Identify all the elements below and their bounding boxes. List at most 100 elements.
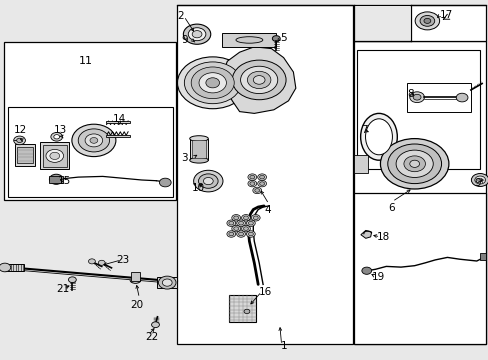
Circle shape [191, 67, 234, 99]
Text: 5: 5 [279, 33, 286, 43]
Text: 12: 12 [14, 125, 27, 135]
Circle shape [249, 182, 254, 185]
Text: 3: 3 [181, 153, 188, 163]
Circle shape [380, 139, 448, 189]
Circle shape [419, 15, 434, 26]
Text: 1: 1 [281, 341, 287, 351]
Text: 9: 9 [473, 177, 480, 188]
Text: 16: 16 [259, 287, 272, 297]
Circle shape [151, 322, 159, 328]
Ellipse shape [365, 119, 391, 155]
Circle shape [238, 232, 243, 236]
Bar [407, 83, 470, 112]
Bar [353, 193, 485, 344]
Circle shape [414, 12, 439, 30]
Bar [40, 142, 69, 169]
Circle shape [162, 279, 172, 286]
Bar [222, 33, 276, 47]
Circle shape [395, 150, 432, 177]
Circle shape [477, 178, 482, 182]
Circle shape [88, 259, 95, 264]
Bar [17, 147, 33, 163]
Circle shape [159, 178, 171, 187]
Circle shape [251, 215, 260, 221]
Circle shape [90, 138, 98, 143]
Bar [106, 121, 129, 123]
Circle shape [243, 227, 248, 230]
Circle shape [17, 138, 22, 143]
Bar [157, 277, 177, 288]
Circle shape [78, 129, 109, 152]
Circle shape [231, 225, 240, 232]
Circle shape [199, 73, 226, 93]
Circle shape [253, 216, 258, 220]
Circle shape [257, 180, 266, 187]
Circle shape [49, 174, 63, 184]
Text: 11: 11 [79, 56, 92, 66]
Circle shape [247, 174, 256, 180]
Circle shape [474, 176, 485, 184]
Circle shape [203, 177, 213, 185]
Circle shape [192, 31, 202, 38]
Text: 8: 8 [406, 89, 413, 99]
Circle shape [231, 215, 240, 221]
Circle shape [188, 28, 205, 41]
Circle shape [226, 220, 235, 226]
Polygon shape [222, 47, 295, 113]
Bar [4, 42, 176, 200]
Bar [356, 50, 479, 169]
Bar [353, 5, 485, 41]
Text: 2: 2 [177, 11, 183, 21]
Bar [43, 145, 66, 167]
Circle shape [409, 160, 419, 167]
Text: 4: 4 [264, 205, 271, 215]
Circle shape [205, 78, 219, 88]
Circle shape [243, 216, 248, 220]
Circle shape [183, 24, 210, 44]
Circle shape [46, 149, 63, 162]
Ellipse shape [360, 113, 397, 160]
Circle shape [241, 215, 250, 221]
Text: 13: 13 [54, 125, 67, 135]
Circle shape [236, 231, 245, 237]
Circle shape [184, 62, 241, 104]
Circle shape [193, 170, 223, 192]
Circle shape [248, 232, 253, 236]
Bar [8, 107, 173, 197]
Bar [5, 264, 24, 271]
Text: 21: 21 [57, 284, 70, 294]
Bar [354, 6, 409, 41]
Circle shape [361, 267, 371, 274]
Circle shape [98, 260, 105, 265]
Bar [177, 5, 352, 344]
Bar [228, 295, 255, 322]
Circle shape [72, 124, 116, 157]
Ellipse shape [189, 157, 208, 163]
Circle shape [233, 216, 238, 220]
Circle shape [254, 189, 259, 192]
Circle shape [177, 57, 247, 109]
Circle shape [85, 134, 102, 147]
Text: 18: 18 [376, 232, 389, 242]
Text: 20: 20 [130, 300, 143, 310]
Ellipse shape [189, 136, 208, 141]
Circle shape [246, 220, 255, 226]
Circle shape [14, 136, 25, 145]
Ellipse shape [236, 37, 263, 43]
Text: 14: 14 [112, 114, 125, 124]
Circle shape [455, 93, 467, 102]
Circle shape [228, 221, 233, 225]
Text: 22: 22 [145, 332, 159, 342]
Circle shape [233, 227, 238, 230]
Circle shape [259, 175, 264, 179]
Text: 19: 19 [371, 272, 384, 282]
Circle shape [232, 60, 285, 100]
Circle shape [247, 180, 256, 187]
Circle shape [247, 71, 270, 89]
Circle shape [158, 276, 176, 289]
Text: 17: 17 [439, 10, 452, 20]
Circle shape [409, 92, 424, 103]
Circle shape [387, 144, 441, 184]
Text: 15: 15 [58, 176, 71, 186]
Text: 6: 6 [387, 203, 394, 213]
